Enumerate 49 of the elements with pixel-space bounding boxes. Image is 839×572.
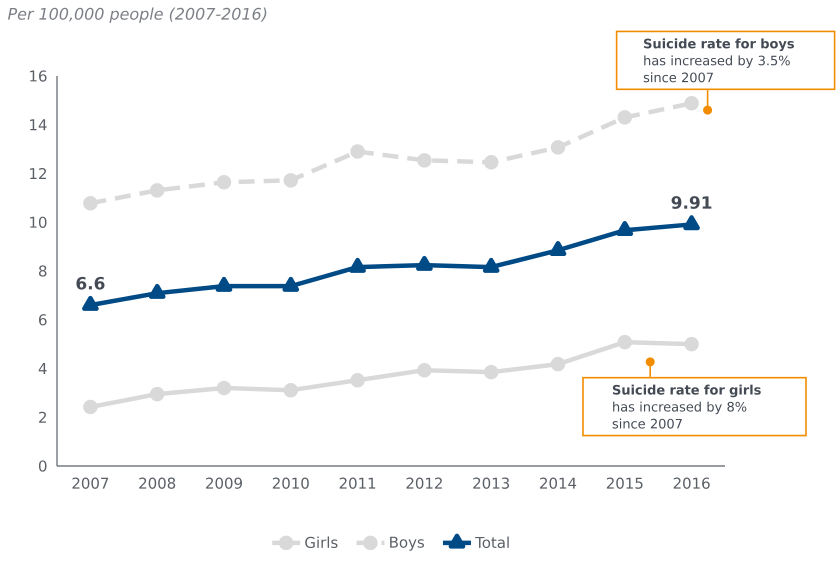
point (417, 153, 432, 168)
y-tick-label: 10 (30, 216, 46, 228)
point (550, 356, 566, 372)
x-tick-label: 2010 (272, 478, 309, 489)
point (350, 144, 365, 159)
y-tick-label: 14 (30, 119, 47, 130)
x-tick-label: 2008 (139, 478, 176, 489)
x-tick-label: 2007 (72, 478, 108, 489)
point (618, 110, 632, 125)
x-tick-label: 2014 (540, 478, 576, 489)
data-label: 9.91 (672, 196, 712, 209)
point (616, 221, 634, 236)
point (150, 183, 164, 198)
y-tick-label: 8 (38, 265, 46, 277)
point (216, 380, 232, 396)
chart-title: Per 100,000 people (2007-2016) (8, 8, 266, 23)
point (284, 173, 298, 188)
x-tick-label: 2012 (406, 478, 442, 489)
point (618, 334, 632, 350)
point (550, 241, 566, 256)
annotation: Suicide rate for boys has increased by 3.5% since 2007 (644, 38, 794, 82)
point (150, 386, 164, 402)
point (216, 175, 232, 190)
point (83, 400, 98, 414)
point (484, 155, 498, 170)
point (417, 362, 432, 378)
y-tick-label: 0 (38, 460, 46, 472)
x-tick-label: 2016 (674, 478, 710, 489)
point (550, 140, 566, 155)
x-tick-label: 2015 (606, 478, 643, 489)
point (484, 364, 498, 380)
legend-label: Total (475, 536, 509, 548)
data-label: 6.6 (76, 276, 104, 290)
y-tick-label: 4 (38, 363, 47, 374)
point (684, 96, 699, 111)
legend-label: Girls (305, 536, 338, 548)
y-tick-label: 6 (39, 314, 47, 326)
y-tick-label: 16 (30, 70, 47, 82)
x-tick-label: 2011 (340, 478, 376, 489)
x-tick-label: 2009 (206, 478, 242, 489)
y-tick-label: 12 (30, 168, 46, 180)
point (284, 382, 298, 398)
legend-label: Boys (390, 536, 424, 551)
point (684, 336, 699, 352)
x-tick-label: 2013 (473, 478, 510, 489)
point (350, 372, 365, 388)
y-tick-label: 2 (39, 412, 46, 423)
annotation: Suicide rate for girls has increased by 8% since 2007 (612, 384, 761, 429)
point (83, 196, 98, 210)
